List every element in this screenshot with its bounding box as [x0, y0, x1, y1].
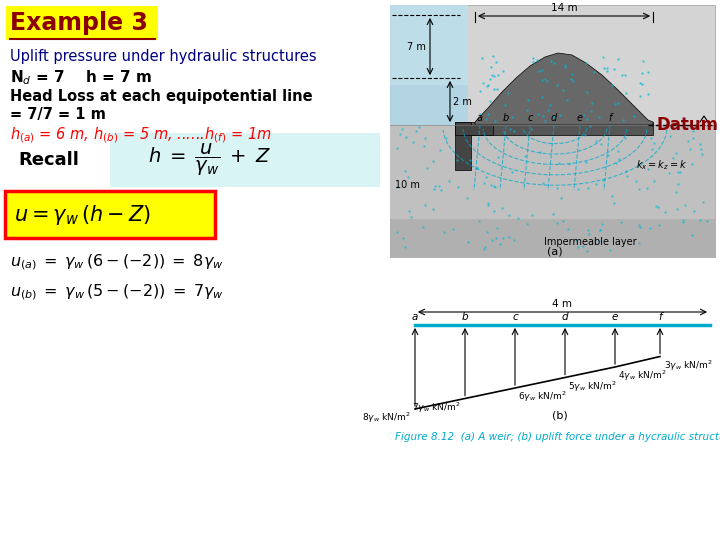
Text: $3\gamma_w$ kN/m$^2$: $3\gamma_w$ kN/m$^2$ [664, 359, 713, 373]
Bar [455, 122, 653, 135]
Text: Head Loss at each equipotential line: Head Loss at each equipotential line [10, 90, 312, 105]
Text: 10 m: 10 m [395, 180, 420, 190]
Text: Figure 8.12  (a) A weir; (b) uplift force under a hycraulic structure: Figure 8.12 (a) A weir; (b) uplift force… [395, 432, 720, 442]
Text: Recall: Recall [18, 151, 79, 169]
Text: N$_d$ = 7    h = 7 m: N$_d$ = 7 h = 7 m [10, 69, 152, 87]
Text: $u = \gamma_w\,(h - Z)$: $u = \gamma_w\,(h - Z)$ [14, 203, 150, 227]
Bar [390, 219, 715, 257]
Bar [455, 125, 493, 135]
Text: b: b [503, 113, 509, 123]
Text: f: f [658, 312, 662, 322]
Bar [455, 122, 471, 170]
Text: 4 m: 4 m [552, 299, 572, 309]
Text: d: d [551, 113, 557, 123]
Text: 7 m: 7 m [407, 42, 426, 52]
FancyBboxPatch shape [5, 191, 215, 238]
Bar [6, 6, 158, 40]
Text: c: c [527, 113, 533, 123]
Text: f: f [608, 113, 612, 123]
Text: Impermeable layer: Impermeable layer [544, 237, 636, 247]
Text: $6\gamma_w$ kN/m$^2$: $6\gamma_w$ kN/m$^2$ [518, 390, 567, 404]
Text: Datum: Datum [656, 116, 718, 134]
Text: a: a [477, 113, 483, 123]
Text: c: c [512, 312, 518, 322]
Text: = 7/7 = 1 m: = 7/7 = 1 m [10, 107, 106, 123]
Bar [390, 5, 468, 140]
Text: $k_x = k_z = k$: $k_x = k_z = k$ [636, 158, 688, 172]
Text: $u_{(a)}\;=\;\gamma_w\,(6-(-2))\;=\;8\gamma_w$: $u_{(a)}\;=\;\gamma_w\,(6-(-2))\;=\;8\ga… [10, 252, 224, 272]
Bar [110, 133, 380, 187]
Text: $u_{(b)}\;=\;\gamma_w\,(5-(-2))\;=\;7\gamma_w$: $u_{(b)}\;=\;\gamma_w\,(5-(-2))\;=\;7\ga… [10, 282, 224, 302]
Bar [390, 5, 468, 85]
Text: $7\gamma_w$ kN/m$^2$: $7\gamma_w$ kN/m$^2$ [413, 401, 461, 415]
Text: e: e [577, 113, 583, 123]
Text: $8\gamma_w$ kN/m$^2$: $8\gamma_w$ kN/m$^2$ [362, 411, 411, 426]
Text: 2 m: 2 m [453, 97, 472, 107]
Text: $5\gamma_w$ kN/m$^2$: $5\gamma_w$ kN/m$^2$ [568, 380, 616, 394]
Text: b: b [462, 312, 468, 322]
Text: Example 3: Example 3 [10, 11, 148, 35]
Text: e: e [612, 312, 618, 322]
Text: $h\;=\;\dfrac{u}{\gamma_w}\;+\;Z$: $h\;=\;\dfrac{u}{\gamma_w}\;+\;Z$ [148, 142, 271, 178]
Text: (a): (a) [547, 246, 563, 256]
Text: h$_{(a)}$ = 6 m, h$_{(b)}$ = 5 m, ......h$_{(f)}$ = 1m: h$_{(a)}$ = 6 m, h$_{(b)}$ = 5 m, ......… [10, 125, 272, 145]
Bar [390, 5, 715, 257]
Bar [390, 125, 715, 257]
Text: 14 m: 14 m [551, 3, 577, 13]
Text: a: a [412, 312, 418, 322]
Text: $4\gamma_w$ kN/m$^2$: $4\gamma_w$ kN/m$^2$ [618, 369, 667, 383]
Text: d: d [562, 312, 568, 322]
Text: Uplift pressure under hydraulic structures: Uplift pressure under hydraulic structur… [10, 49, 317, 64]
Text: (b): (b) [552, 410, 568, 420]
Polygon shape [475, 53, 653, 125]
